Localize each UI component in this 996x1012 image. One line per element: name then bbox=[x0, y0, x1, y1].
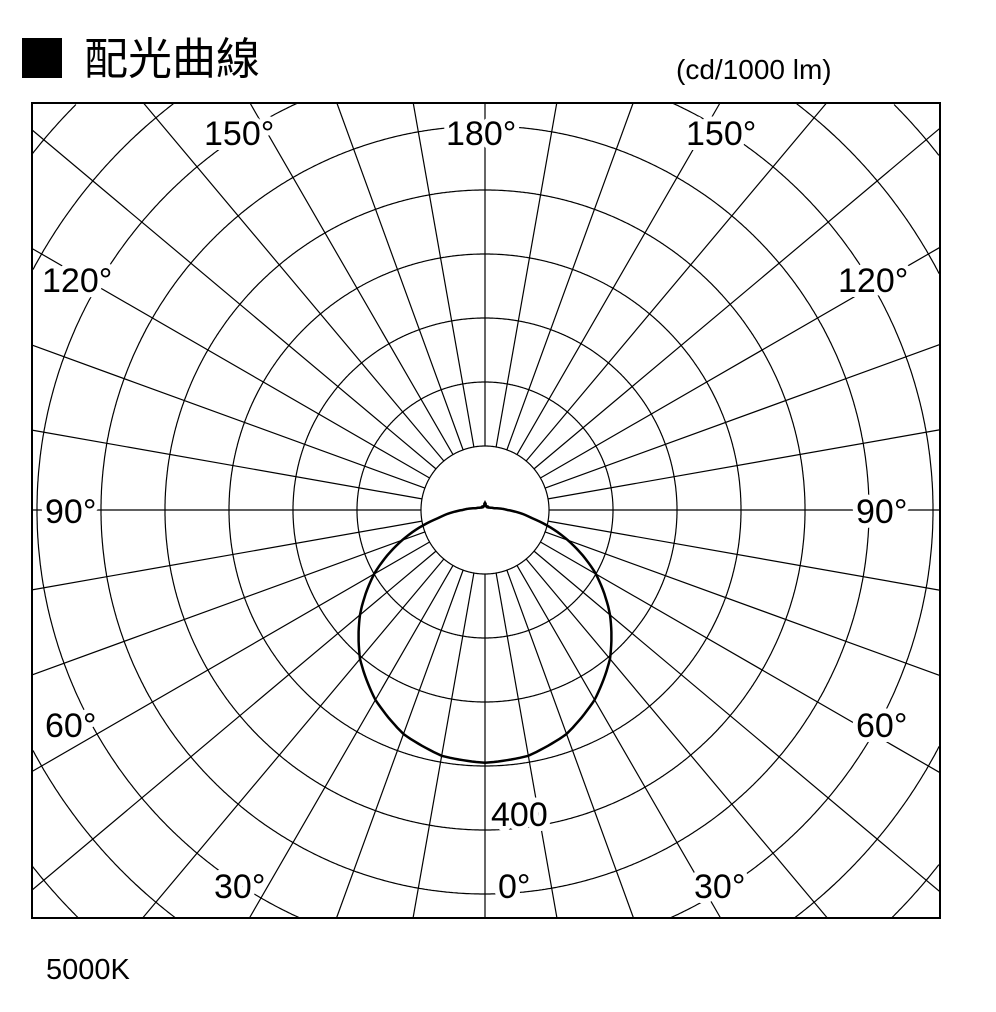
grid-spoke bbox=[533, 127, 941, 470]
grid-spoke bbox=[249, 102, 454, 455]
grid-spoke bbox=[31, 531, 426, 676]
chart-frame bbox=[31, 102, 941, 919]
angle-label: 120° bbox=[42, 262, 112, 300]
grid-spoke bbox=[525, 558, 828, 919]
polar-grid bbox=[31, 102, 941, 919]
angle-label: 150° bbox=[686, 115, 756, 153]
grid-spoke bbox=[31, 247, 430, 479]
square-bullet-icon bbox=[22, 38, 62, 78]
grid-spoke bbox=[547, 520, 941, 591]
grid-spoke bbox=[412, 572, 475, 919]
grid-spoke bbox=[412, 102, 475, 448]
chart-title-text: 配光曲線 bbox=[84, 35, 260, 84]
grid-spoke bbox=[544, 343, 941, 489]
chart-title: 配光曲線 bbox=[22, 30, 260, 90]
grid-spoke bbox=[31, 429, 423, 500]
grid-ring bbox=[32, 103, 940, 919]
unit-label: (cd/1000 lm) bbox=[676, 54, 832, 85]
grid-spoke bbox=[143, 102, 445, 462]
angle-label: 60° bbox=[856, 707, 907, 745]
grid-spoke bbox=[31, 129, 437, 470]
grid-ring bbox=[32, 104, 940, 918]
angle-label: 90° bbox=[45, 493, 96, 531]
angle-label: 0° bbox=[498, 868, 531, 906]
grid-spoke bbox=[248, 565, 454, 919]
radial-scale-label: 400 bbox=[491, 796, 548, 834]
grid-spoke bbox=[31, 550, 437, 891]
grid-spoke bbox=[495, 572, 558, 919]
grid-spoke bbox=[540, 541, 941, 774]
grid-spoke bbox=[506, 102, 634, 451]
grid-spoke bbox=[31, 520, 423, 591]
grid-ring bbox=[36, 102, 934, 919]
grid-spoke bbox=[525, 102, 827, 462]
angle-labels: 0° 30° 30° 60° 60° 90° 90° 120° 120° 150° 150° 180°… bbox=[37, 110, 913, 911]
grid-spoke bbox=[336, 102, 464, 451]
grid-ring bbox=[420, 445, 550, 575]
grid-spoke bbox=[31, 541, 430, 773]
grid-spoke bbox=[544, 531, 941, 677]
angle-label: 60° bbox=[45, 707, 96, 745]
grid-spoke bbox=[506, 569, 635, 919]
grid-spoke bbox=[31, 344, 426, 489]
grid-spoke bbox=[540, 246, 941, 479]
angle-label: 30° bbox=[694, 868, 745, 906]
grid-spoke bbox=[142, 558, 445, 919]
angle-label: 180° bbox=[446, 115, 516, 153]
angle-label: 30° bbox=[214, 868, 265, 906]
angle-label: 120° bbox=[838, 262, 908, 300]
angle-label: 150° bbox=[204, 115, 274, 153]
distribution-curve bbox=[357, 500, 613, 765]
angle-label: 90° bbox=[856, 493, 907, 531]
grid-spoke bbox=[533, 550, 941, 893]
grid-spoke bbox=[335, 569, 464, 919]
color-temperature-label: 5000K bbox=[46, 954, 130, 986]
distribution-curve-group bbox=[357, 500, 613, 765]
grid-spoke bbox=[516, 565, 722, 919]
grid-spoke bbox=[516, 102, 721, 455]
grid-spoke bbox=[547, 429, 941, 500]
grid-spoke bbox=[495, 102, 558, 448]
